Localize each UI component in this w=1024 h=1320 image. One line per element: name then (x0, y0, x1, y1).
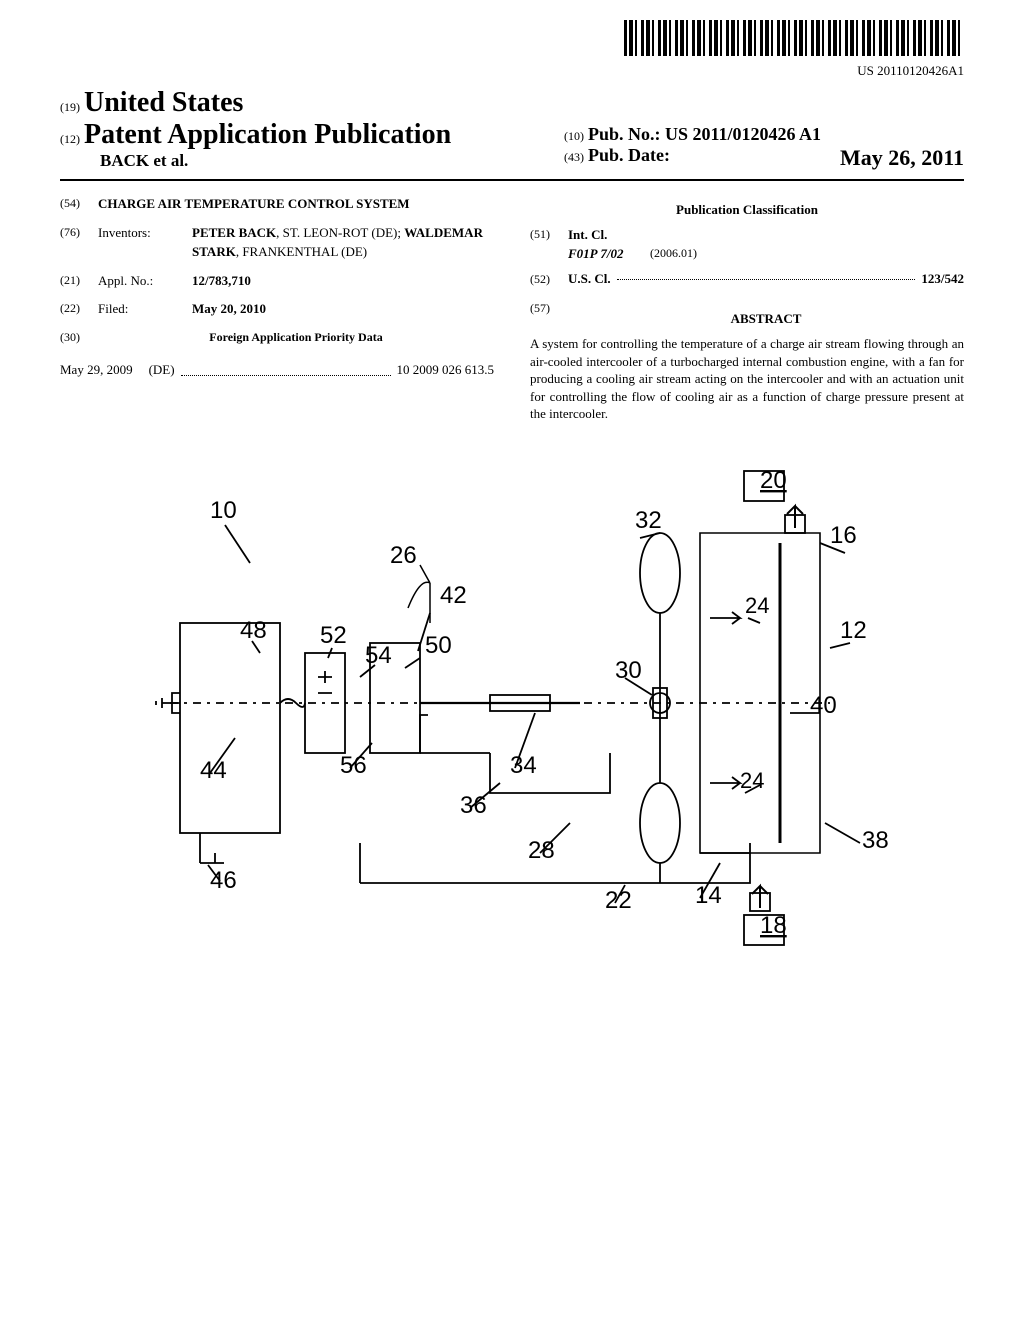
priority-code: (30) (60, 329, 98, 354)
figure-label: 36 (460, 792, 487, 819)
pub-no-value: US 2011/0120426 A1 (665, 124, 821, 144)
barcode-number: US 20110120426A1 (60, 63, 964, 79)
inventors-label: Inventors: (98, 224, 192, 262)
figure-label: 24 (740, 768, 764, 793)
inventor-1-addr: , ST. LEON-ROT (276, 225, 368, 240)
priority-number: 10 2009 026 613.5 (397, 361, 495, 380)
inventor-2-addr: , FRANKENTHAL (DE) (236, 244, 367, 259)
int-cl-class: F01P 7/02 (530, 245, 650, 264)
figure-label: 34 (510, 752, 537, 779)
figure-label: 18 (760, 912, 787, 939)
abstract-title: ABSTRACT (568, 310, 964, 329)
authors: BACK et al. (60, 151, 451, 171)
classification-heading: Publication Classification (530, 201, 964, 220)
header-left: (19) United States (12) Patent Applicati… (60, 87, 451, 171)
us-cl-code: (52) (530, 271, 568, 288)
invention-title: CHARGE AIR TEMPERATURE CONTROL SYSTEM (98, 195, 494, 214)
figure-label: 16 (830, 522, 857, 549)
pub-date-value: May 26, 2011 (840, 145, 964, 171)
abstract-text: A system for controlling the temperature… (530, 335, 964, 423)
priority-heading: Foreign Application Priority Data (98, 329, 494, 346)
filed-code: (22) (60, 300, 98, 319)
header-right: (10) Pub. No.: US 2011/0120426 A1 (43) P… (564, 124, 964, 171)
abstract-code: (57) (530, 300, 568, 335)
figure-label: 32 (635, 507, 662, 534)
us-cl-label: U.S. Cl. (568, 270, 611, 289)
figure-label: 52 (320, 622, 347, 649)
int-cl-code: (51) (530, 226, 568, 245)
patent-figure: 10 20 32 16 26 42 48 52 50 54 12 24 30 40 44 56 34 24 36 28… (60, 453, 964, 1003)
int-cl-label: Int. Cl. (568, 226, 607, 245)
barcode-graphic (624, 20, 964, 56)
figure-label: 46 (210, 867, 237, 894)
pub-date-code: (43) (564, 150, 584, 164)
figure-label: 14 (695, 882, 722, 909)
figure-label: 26 (390, 542, 417, 569)
biblio-columns: (54) CHARGE AIR TEMPERATURE CONTROL SYST… (60, 195, 964, 423)
inventors-code: (76) (60, 224, 98, 262)
figure-label: 50 (425, 632, 452, 659)
figure-label: 10 (210, 497, 237, 524)
header-row: (19) United States (12) Patent Applicati… (60, 87, 964, 171)
header-rule (60, 179, 964, 181)
pub-no-label: Pub. No.: US 2011/0120426 A1 (588, 124, 821, 144)
us-cl-value: 123/542 (921, 270, 964, 289)
filed-value: May 20, 2010 (192, 300, 494, 319)
pub-no-label-text: Pub. No.: (588, 124, 661, 144)
figure-label: 24 (745, 593, 769, 618)
pub-date-label: Pub. Date: (588, 145, 670, 165)
figure-label: 20 (760, 467, 787, 494)
right-column: Publication Classification (51) Int. Cl.… (530, 195, 964, 423)
figure-label: 40 (810, 692, 837, 719)
figure-label: 54 (365, 642, 392, 669)
figure-label: 48 (240, 617, 267, 644)
inventor-1-name: PETER BACK (192, 225, 276, 240)
country-code: (19) (60, 100, 80, 114)
title-code: (54) (60, 195, 98, 214)
figure-label: 22 (605, 887, 632, 914)
dot-leader-2 (617, 279, 916, 280)
country: United States (84, 87, 243, 118)
figure-label: 38 (862, 827, 889, 854)
barcode-block: US 20110120426A1 (60, 20, 964, 79)
figure-label: 28 (528, 837, 555, 864)
left-column: (54) CHARGE AIR TEMPERATURE CONTROL SYST… (60, 195, 494, 423)
filed-label: Filed: (98, 300, 192, 319)
figure-label: 56 (340, 752, 367, 779)
figure-label: 12 (840, 617, 867, 644)
figure-label: 30 (615, 657, 642, 684)
pub-no-code: (10) (564, 129, 584, 143)
priority-country: (DE) (149, 361, 175, 380)
inventors-value: PETER BACK, ST. LEON-ROT (DE); WALDEMAR … (192, 224, 494, 262)
pub-type: Patent Application Publication (84, 119, 451, 150)
int-cl-year: (2006.01) (650, 245, 697, 264)
dot-leader (181, 358, 391, 377)
inventor-1-suffix: (DE); (371, 225, 404, 240)
appl-no-code: (21) (60, 272, 98, 291)
figure-label: 44 (200, 757, 227, 784)
appl-no-label: Appl. No.: (98, 272, 192, 291)
figure-svg: 10 20 32 16 26 42 48 52 50 54 12 24 30 40 44 56 34 24 36 28… (60, 453, 940, 973)
appl-no-value: 12/783,710 (192, 272, 494, 291)
pub-type-code: (12) (60, 132, 80, 146)
figure-label: 42 (440, 582, 467, 609)
priority-date: May 29, 2009 (60, 361, 133, 380)
int-cl-block: (51) Int. Cl. F01P 7/02 (2006.01) (530, 226, 964, 264)
